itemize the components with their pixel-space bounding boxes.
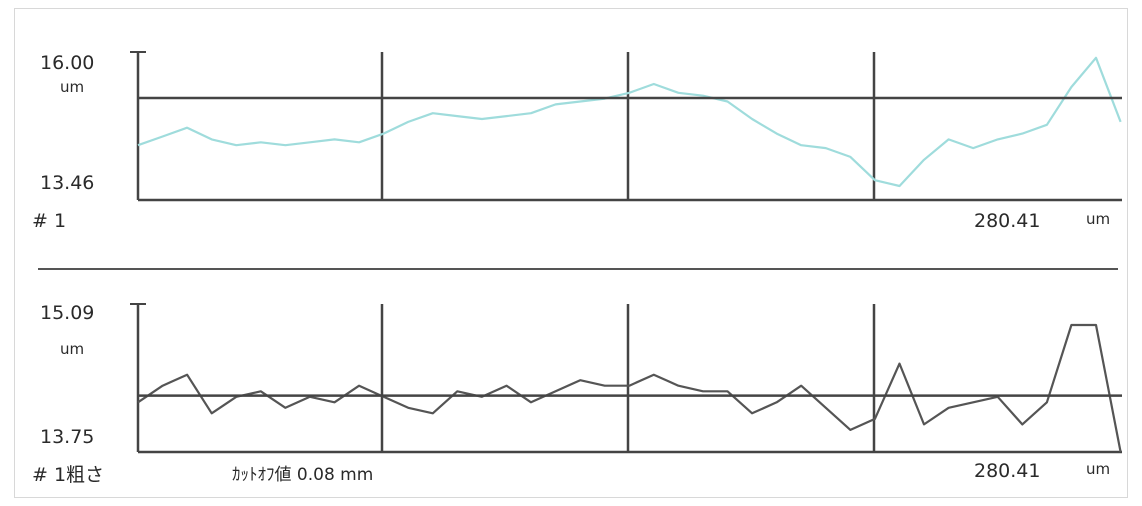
panel2-note-label: ｶｯﾄｵﾌ値 0.08 mm xyxy=(232,465,374,485)
panel2-x-extent-label: 280.41 xyxy=(974,460,1041,482)
panel1-ymin-label: 13.46 xyxy=(40,172,95,194)
panel2-x-unit-label: um xyxy=(1086,460,1111,478)
panel2-profile-line xyxy=(137,323,1122,453)
panel-separator xyxy=(38,268,1118,270)
panel1-ymax-label: 16.00 xyxy=(40,52,95,74)
panel1-profile-line xyxy=(137,56,1122,188)
panel2-id-label: # 1粗さ xyxy=(32,464,105,486)
panel2-ymin-label: 13.75 xyxy=(40,426,95,448)
panel1-x-extent-label: 280.41 xyxy=(974,210,1041,232)
panel1-id-label: # 1 xyxy=(32,210,67,232)
panel1-x-unit-label: um xyxy=(1086,210,1111,228)
panel2-ymax-label: 15.09 xyxy=(40,302,95,324)
chart-frame xyxy=(14,8,1128,498)
panel1-unit-label: um xyxy=(60,78,85,96)
panel2-unit-label: um xyxy=(60,340,85,358)
